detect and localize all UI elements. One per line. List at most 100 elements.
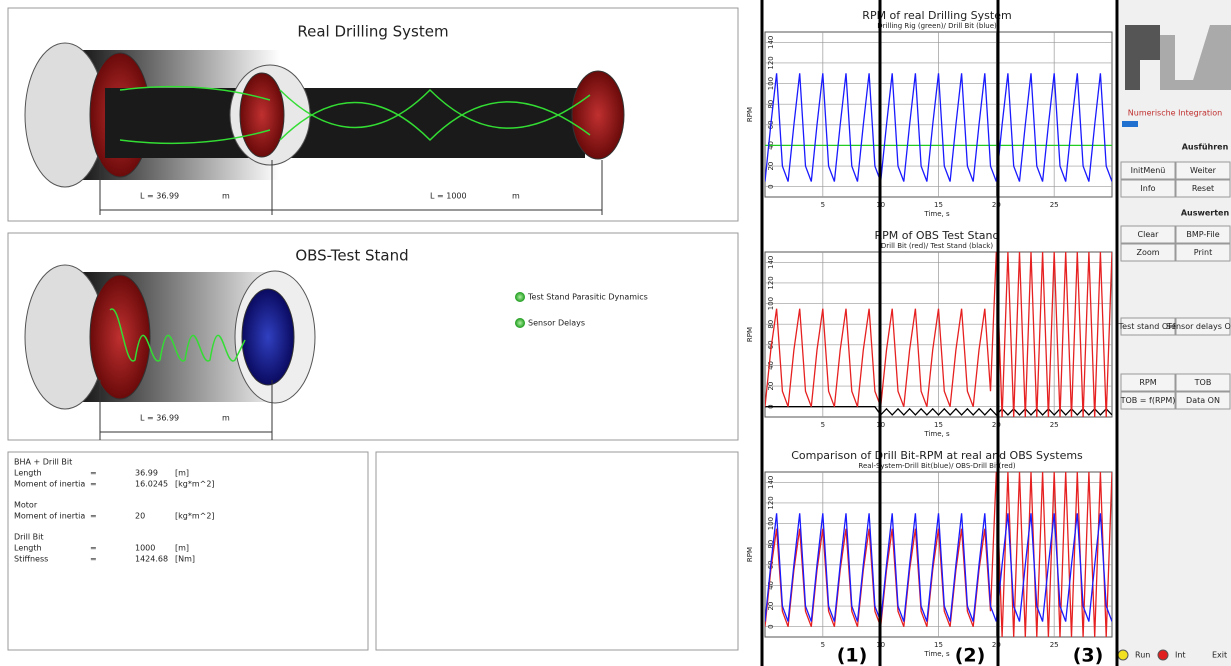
x-tick-label: 15 [934, 421, 943, 429]
indicator-led [515, 292, 525, 302]
button[interactable]: Info [1121, 180, 1175, 197]
section-heading: Motor [14, 501, 38, 510]
footer-button[interactable]: Run [1118, 650, 1150, 660]
info-panel: BHA + Drill Bit Length = 36.99 [m] Moment of … [8, 452, 738, 650]
chart-subtitle: Drilling Rig (green)/ Drill Bit (blue) [877, 22, 997, 30]
button-label[interactable]: RPM [1139, 378, 1156, 387]
stand-disc [242, 289, 294, 385]
chart-subtitle: Drill Bit (red)/ Test Stand (black) [881, 242, 993, 250]
info-cell: [Nm] [175, 555, 195, 564]
y-tick-label: 20 [767, 382, 775, 391]
chart-title: RPM of OBS Test Stand [874, 229, 999, 242]
x-axis-title: Time, s [923, 210, 950, 218]
dim-unit: m [512, 192, 520, 201]
section-heading: Auswerten [1181, 209, 1230, 218]
info-cell: Moment of inertia [14, 512, 85, 521]
x-tick-label: 5 [821, 641, 825, 649]
button-label[interactable]: Clear [1138, 230, 1160, 239]
button-label[interactable]: BMP-File [1186, 230, 1219, 239]
chart-title: Comparison of Drill Bit-RPM at real and … [791, 449, 1083, 462]
info-cell: = [90, 512, 97, 521]
bit-disc [572, 71, 624, 159]
indicator-label: Test Stand Parasitic Dynamics [527, 293, 648, 302]
button[interactable]: Reset [1176, 180, 1230, 197]
button-label[interactable]: Zoom [1136, 248, 1159, 257]
y-tick-label: 20 [767, 602, 775, 611]
y-axis-title: RPM [746, 547, 754, 562]
status-led[interactable] [1158, 650, 1168, 660]
footer-button[interactable]: Exit [1212, 651, 1227, 660]
dim-unit: m [222, 192, 230, 201]
progress-bar [1122, 121, 1138, 127]
info-cell: 20 [135, 512, 145, 521]
empty-panel [376, 452, 738, 650]
y-tick-label: 140 [767, 476, 775, 489]
x-tick-label: 15 [934, 201, 943, 209]
info-cell: = [90, 480, 97, 489]
button-label[interactable]: Data ON [1186, 396, 1220, 405]
button-label[interactable]: Reset [1192, 184, 1214, 193]
button-label[interactable]: TOB = f(RPM) [1120, 396, 1176, 405]
x-tick-label: 25 [1050, 421, 1059, 429]
y-tick-label: 0 [767, 624, 775, 628]
button-label[interactable]: InitMenü [1131, 166, 1166, 175]
info-cell: [kg*m^2] [175, 480, 215, 489]
button-label[interactable]: Info [1140, 184, 1155, 193]
obs-panel: OBS-Test Stand L = 36.99 m Test Stand Pa… [8, 233, 738, 440]
button-label[interactable]: Print [1194, 248, 1212, 257]
info-cell: 16.0245 [135, 480, 168, 489]
chart-title: RPM of real Drilling System [862, 9, 1011, 22]
panel-title: OBS-Test Stand [295, 247, 408, 265]
x-tick-label: 5 [821, 201, 825, 209]
info-cell: Moment of inertia [14, 480, 85, 489]
y-tick-label: 100 [767, 517, 775, 530]
info-cell: 36.99 [135, 469, 158, 478]
region-label: (2) [955, 645, 986, 666]
screen: Real Drilling System L = 36.99 m L = 100… [0, 0, 1231, 666]
button[interactable]: Zoom [1121, 244, 1175, 261]
y-tick-label: 100 [767, 297, 775, 310]
button-label[interactable]: Weiter [1190, 166, 1217, 175]
footer-label[interactable]: Run [1135, 651, 1150, 660]
y-tick-label: 120 [767, 276, 775, 289]
info-cell: [m] [175, 469, 189, 478]
button[interactable]: Clear [1121, 226, 1175, 243]
info-cell: = [90, 544, 97, 553]
info-cell: = [90, 555, 97, 564]
dim-unit: m [222, 414, 230, 423]
y-tick-label: 100 [767, 77, 775, 90]
y-tick-label: 120 [767, 56, 775, 69]
y-axis-title: RPM [746, 327, 754, 342]
section-heading: Drill Bit [14, 533, 44, 542]
button-label[interactable]: TOB [1194, 378, 1212, 387]
info-cell: 1000 [135, 544, 155, 553]
button[interactable]: Weiter [1176, 162, 1230, 179]
info-cell: [kg*m^2] [175, 512, 215, 521]
status-led[interactable] [1118, 650, 1128, 660]
indicator-led [515, 318, 525, 328]
button[interactable]: Data ON [1176, 392, 1230, 409]
button[interactable]: BMP-File [1176, 226, 1230, 243]
button[interactable]: TOB [1176, 374, 1230, 391]
section-heading: BHA + Drill Bit [14, 458, 72, 467]
button[interactable]: Sensor delays OFF [1166, 318, 1231, 335]
info-cell: Length [14, 469, 42, 478]
info-cell: Stiffness [14, 555, 48, 564]
dim-label: L = 36.99 [140, 192, 179, 201]
button-label[interactable]: Sensor delays OFF [1166, 322, 1231, 331]
y-tick-label: 140 [767, 36, 775, 49]
y-tick-label: 140 [767, 256, 775, 269]
real-system-panel: Real Drilling System L = 36.99 m L = 100… [8, 8, 738, 221]
button[interactable]: InitMenü [1121, 162, 1175, 179]
button[interactable]: RPM [1121, 374, 1175, 391]
y-tick-label: 120 [767, 496, 775, 509]
info-cell: = [90, 469, 97, 478]
info-cell: Length [14, 544, 42, 553]
footer-label[interactable]: Int [1175, 651, 1186, 660]
button[interactable]: Print [1176, 244, 1230, 261]
footer-label[interactable]: Exit [1212, 651, 1227, 660]
button[interactable]: TOB = f(RPM) [1120, 392, 1176, 409]
x-axis-title: Time, s [923, 650, 950, 658]
y-tick-label: 0 [767, 184, 775, 188]
